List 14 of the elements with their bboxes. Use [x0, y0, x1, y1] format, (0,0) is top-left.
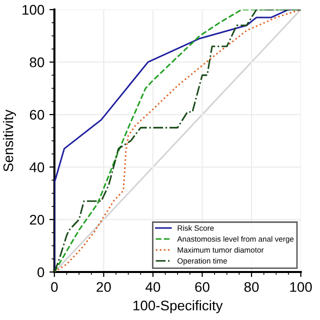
y-tick-label: 40: [30, 162, 44, 172]
y-tick-label: 100: [22, 4, 44, 15]
x-tick-label: 60: [195, 282, 210, 292]
x-tick-label: 40: [146, 282, 160, 292]
y-tick-label: 0: [37, 267, 44, 278]
x-tick-label: 20: [96, 282, 111, 292]
x-tick-label: 100: [290, 282, 312, 292]
x-tick-label: 0: [51, 282, 58, 292]
y-tick-label: 60: [30, 110, 44, 120]
y-tick-label: 80: [30, 57, 44, 68]
y-axis-title: Sensitivity: [3, 110, 16, 172]
x-tick-label: 80: [244, 282, 259, 292]
y-tick-label: 20: [30, 214, 44, 225]
x-axis-title: 100-Specificity: [134, 300, 223, 314]
